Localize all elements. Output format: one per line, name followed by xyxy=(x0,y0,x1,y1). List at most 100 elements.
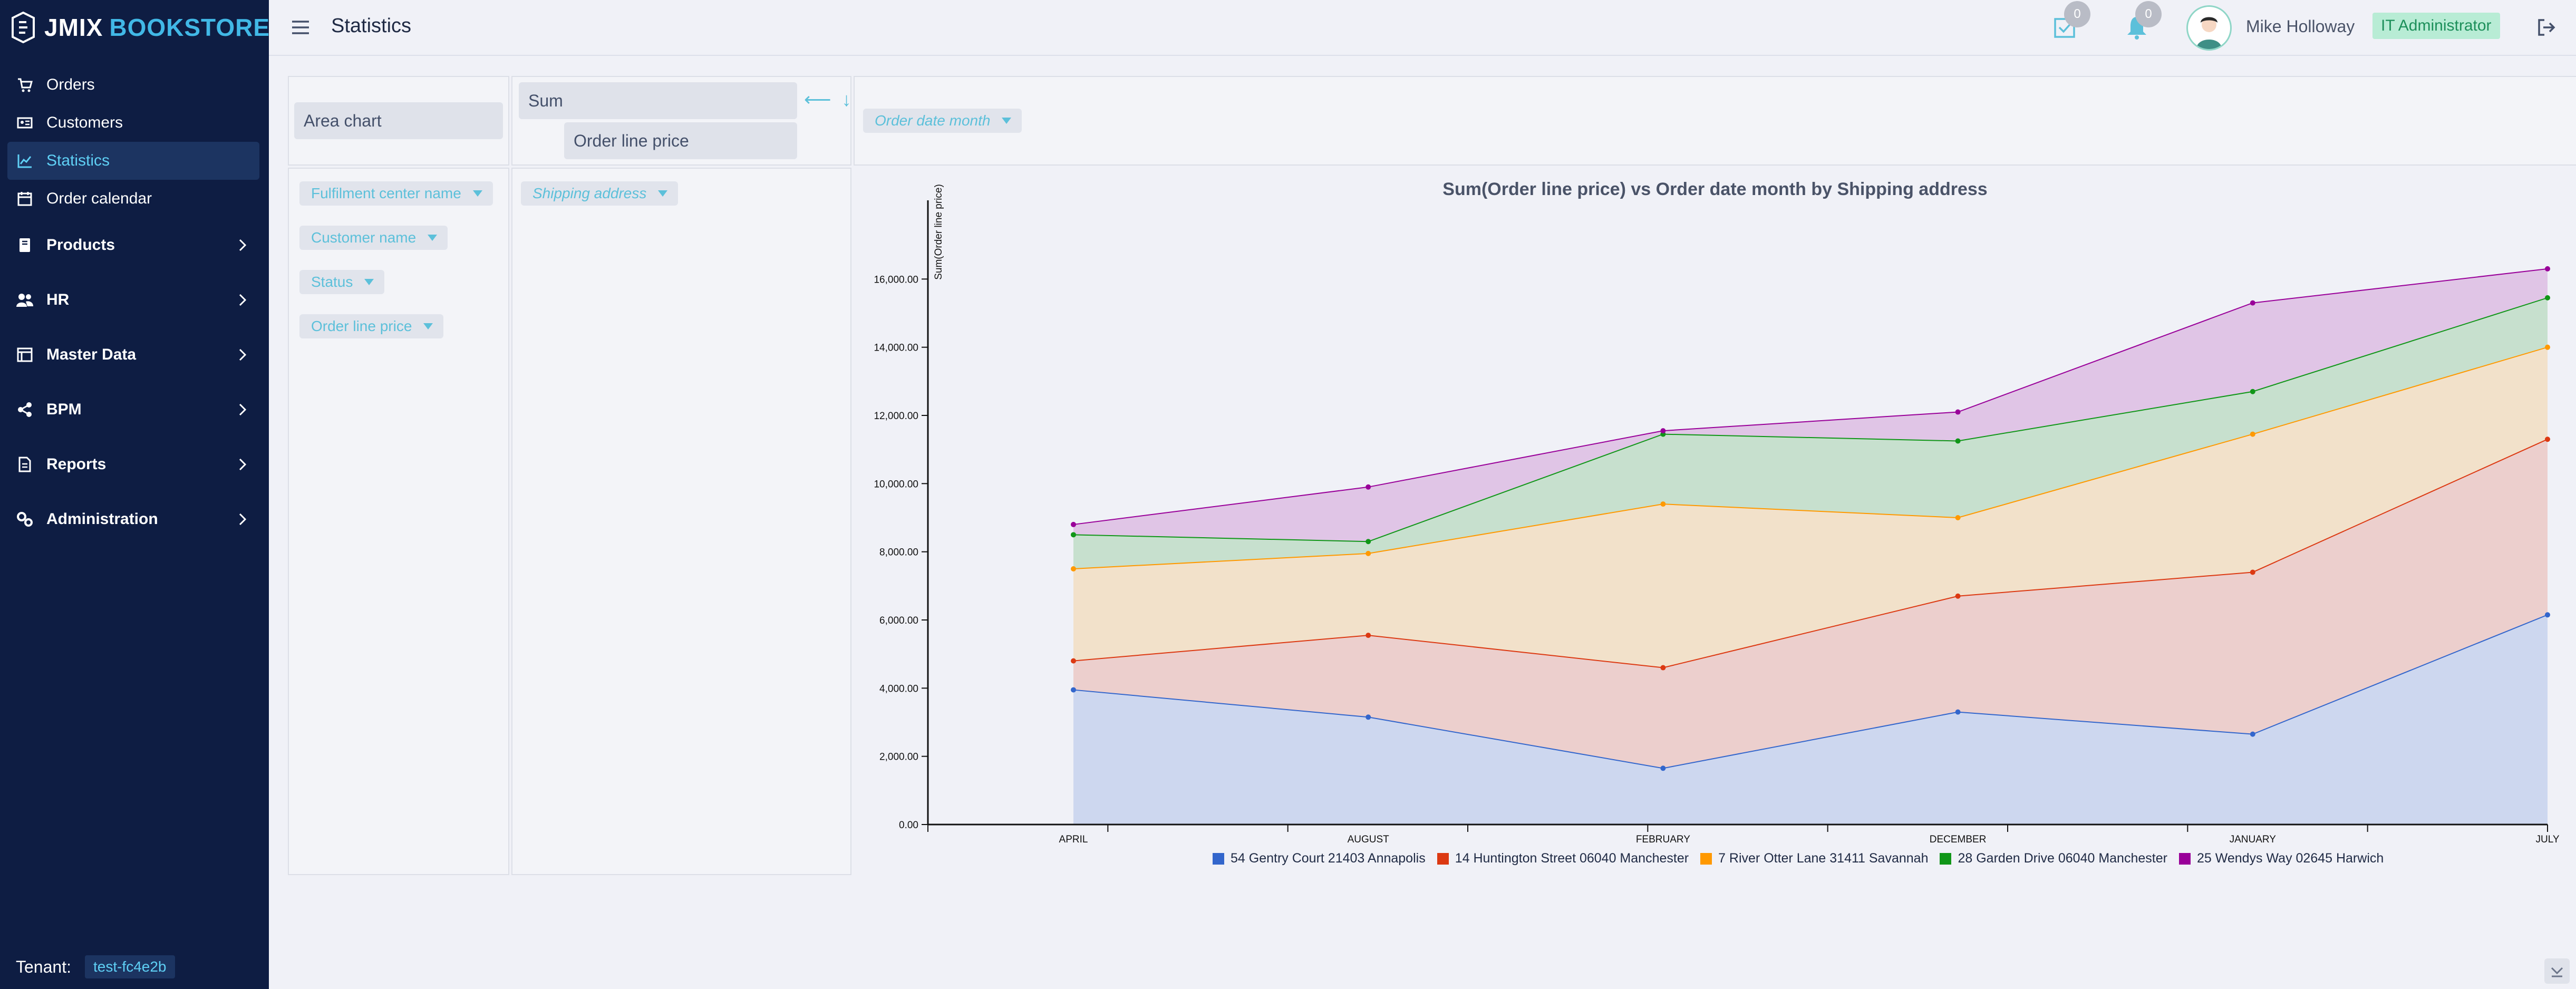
renderer-panel: Area chart xyxy=(288,76,509,166)
sidebar-item-customers[interactable]: Customers xyxy=(7,104,259,142)
series-area xyxy=(1073,347,2548,668)
aggregator-panel: Sum Order line price xyxy=(511,76,851,166)
data-point[interactable] xyxy=(1955,515,1961,520)
x-tick-label: APRIL xyxy=(1059,834,1088,845)
series-line xyxy=(1073,346,2548,569)
attr-fulfilment-center-name[interactable]: Fulfilment center name xyxy=(299,181,493,206)
data-point[interactable] xyxy=(1071,566,1076,571)
filter-triangle-icon[interactable] xyxy=(1002,118,1012,124)
series-area xyxy=(1073,439,2548,769)
data-point[interactable] xyxy=(1071,521,1076,527)
app-logo[interactable]: JMIX BOOKSTORE xyxy=(12,12,270,43)
y-tick-label: 6,000.00 xyxy=(879,615,918,626)
sidebar-group-reports[interactable]: Reports xyxy=(7,437,259,492)
column-attr-order-date-month[interactable]: Order date month xyxy=(863,109,1022,133)
y-tick-label: 12,000.00 xyxy=(874,411,918,422)
filter-triangle-icon[interactable] xyxy=(423,323,433,329)
id-card-icon xyxy=(16,114,34,132)
data-point[interactable] xyxy=(1366,714,1371,720)
row-attr-shipping-address[interactable]: Shipping address xyxy=(521,181,679,206)
data-point[interactable] xyxy=(1955,709,1961,715)
sidebar-group-products[interactable]: Products xyxy=(7,218,259,273)
legend-swatch xyxy=(2178,852,2191,865)
data-point[interactable] xyxy=(1660,428,1666,434)
data-point[interactable] xyxy=(2250,569,2255,575)
data-point[interactable] xyxy=(1660,501,1666,507)
filter-triangle-icon[interactable] xyxy=(472,190,482,197)
avatar[interactable] xyxy=(2186,5,2232,51)
logout-icon[interactable] xyxy=(2536,17,2557,38)
sidebar: JMIX BOOKSTORE Orders Customers Statistic… xyxy=(0,0,269,989)
data-point[interactable] xyxy=(1955,438,1961,444)
sidebar-nav: Orders Customers Statistics Order calend… xyxy=(7,66,259,547)
legend-label: 14 Huntington Street 06040 Manchester xyxy=(1455,851,1689,866)
tenant-label: Tenant: xyxy=(16,957,71,976)
aggregator-attribute-select[interactable]: Order line price xyxy=(564,122,797,159)
data-point[interactable] xyxy=(1660,665,1666,671)
legend-swatch xyxy=(1700,852,1712,865)
menu-toggle-icon[interactable] xyxy=(291,18,310,37)
filter-triangle-icon[interactable] xyxy=(658,190,668,197)
data-point[interactable] xyxy=(2545,344,2550,350)
sidebar-item-order-calendar[interactable]: Order calendar xyxy=(7,180,259,218)
chevron-right-icon xyxy=(239,513,247,526)
filter-triangle-icon[interactable] xyxy=(364,279,374,285)
row-axis-panel: Shipping address xyxy=(511,168,851,875)
x-tick-label: JULY xyxy=(2535,834,2559,845)
chevron-right-icon xyxy=(239,239,247,251)
sidebar-group-hr[interactable]: HR xyxy=(7,273,259,327)
attr-status[interactable]: Status xyxy=(299,270,385,294)
sidebar-group-administration[interactable]: Administration xyxy=(7,492,259,547)
data-point[interactable] xyxy=(1955,593,1961,599)
sidebar-group-bpm[interactable]: BPM xyxy=(7,382,259,437)
legend-label: 7 River Otter Lane 31411 Savannah xyxy=(1718,851,1929,866)
legend-item[interactable]: 25 Wendys Way 02645 Harwich xyxy=(2178,851,2384,866)
filter-triangle-icon[interactable] xyxy=(428,235,438,241)
report-icon xyxy=(16,455,34,473)
legend-item[interactable]: 14 Huntington Street 06040 Manchester xyxy=(1437,851,1689,866)
data-point[interactable] xyxy=(2250,300,2255,306)
legend-item[interactable]: 7 River Otter Lane 31411 Savannah xyxy=(1700,851,1928,866)
data-point[interactable] xyxy=(1366,550,1371,556)
chart-legend: 54 Gentry Court 21403 Annapolis 14 Hunti… xyxy=(1213,851,2395,866)
renderer-select[interactable]: Area chart xyxy=(294,102,503,139)
series-line xyxy=(1073,268,2548,525)
sidebar-group-master-data[interactable]: Master Data xyxy=(7,327,259,382)
logo-text-jmix: JMIX xyxy=(44,14,103,41)
data-point[interactable] xyxy=(2545,266,2550,272)
sidebar-item-orders[interactable]: Orders xyxy=(7,66,259,104)
col-order-arrow-icon[interactable]: ↓ xyxy=(841,89,851,110)
data-point[interactable] xyxy=(2250,731,2255,737)
book-icon xyxy=(16,236,34,254)
sidebar-item-statistics[interactable]: Statistics xyxy=(7,142,259,180)
data-point[interactable] xyxy=(2545,612,2550,618)
data-point[interactable] xyxy=(2545,295,2550,300)
row-order-arrow-icon[interactable]: ⟵ xyxy=(804,89,831,110)
sidebar-item-label: Orders xyxy=(46,76,95,93)
data-point[interactable] xyxy=(1366,484,1371,490)
data-point[interactable] xyxy=(1955,409,1961,415)
column-axis-panel: Order date month xyxy=(854,76,2576,166)
series-area xyxy=(1073,615,2548,825)
sidebar-item-label: Statistics xyxy=(46,152,110,169)
legend-item[interactable]: 28 Garden Drive 06040 Manchester xyxy=(1940,851,2167,866)
notifications-count-badge: 0 xyxy=(2135,1,2162,27)
data-point[interactable] xyxy=(1071,658,1076,664)
data-point[interactable] xyxy=(1660,765,1666,771)
data-point[interactable] xyxy=(2545,437,2550,442)
page-title: Statistics xyxy=(331,15,412,37)
data-point[interactable] xyxy=(1366,539,1371,545)
gears-icon xyxy=(16,510,34,528)
data-point[interactable] xyxy=(2250,431,2255,437)
data-point[interactable] xyxy=(1071,687,1076,693)
legend-swatch xyxy=(1213,852,1224,865)
legend-item[interactable]: 54 Gentry Court 21403 Annapolis xyxy=(1213,851,1426,866)
data-point[interactable] xyxy=(1071,532,1076,538)
attr-customer-name[interactable]: Customer name xyxy=(299,226,448,250)
attr-order-line-price[interactable]: Order line price xyxy=(299,314,444,338)
data-point[interactable] xyxy=(2250,389,2255,394)
data-point[interactable] xyxy=(1366,633,1371,638)
scroll-bottom-button[interactable] xyxy=(2544,958,2570,984)
aggregator-select[interactable]: Sum xyxy=(519,82,797,119)
user-name[interactable]: Mike Holloway xyxy=(2246,17,2355,36)
